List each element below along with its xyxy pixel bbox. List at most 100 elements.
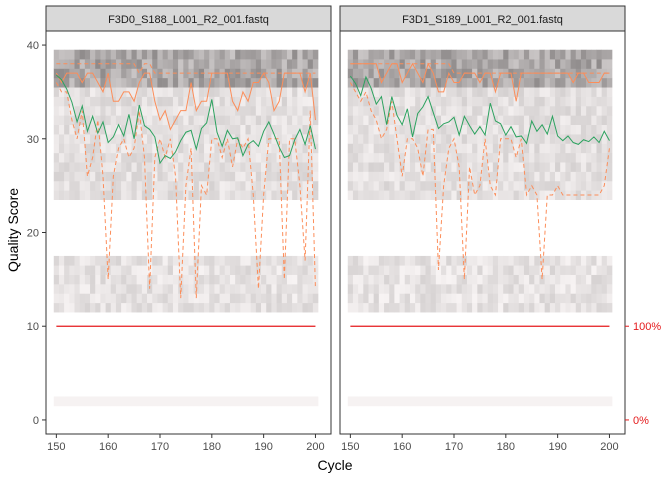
heat-cell [534, 274, 540, 285]
heat-cell [276, 77, 283, 88]
heat-cell [425, 302, 431, 313]
heat-cell [363, 152, 369, 163]
heat-cell [307, 162, 314, 172]
heat-cell [69, 171, 75, 182]
heat-cell [425, 396, 431, 407]
heat-cell [503, 49, 509, 60]
heat-cell [368, 143, 374, 154]
heat-cell [565, 87, 571, 97]
heat-cell [472, 115, 478, 126]
heat-cell [307, 77, 314, 88]
heat-cell [352, 96, 359, 107]
heat-cell [172, 190, 179, 200]
heat-cell [399, 274, 406, 285]
heat-cell [74, 284, 80, 294]
heat-cell [591, 49, 597, 60]
heat-cell [435, 134, 442, 144]
heat-cell [534, 49, 540, 60]
heat-cell [415, 274, 421, 285]
heat-cell [352, 68, 359, 79]
heat-cell [115, 115, 122, 126]
heat-cell [586, 143, 592, 154]
heat-cell [477, 105, 483, 116]
quality-heatmap [53, 49, 319, 407]
heat-cell [358, 265, 364, 275]
heat-cell [534, 77, 540, 88]
heat-cell [399, 180, 406, 191]
heat-cell [575, 105, 582, 116]
heat-cell [157, 143, 163, 154]
panel-strip-label: F3D1_S189_L001_R2_001.fastq [402, 14, 563, 26]
heat-cell [347, 49, 354, 60]
heat-cell [461, 162, 468, 172]
heat-cell [297, 265, 303, 275]
heat-cell [586, 124, 592, 135]
heat-cell [492, 59, 499, 69]
heat-cell [302, 105, 308, 116]
heat-cell [446, 396, 452, 407]
heat-cell [435, 190, 442, 200]
heat-cell [498, 396, 504, 407]
heat-cell [64, 255, 70, 266]
heat-cell [549, 87, 556, 97]
heat-cell [147, 265, 153, 275]
heat-cell [302, 302, 308, 313]
heat-cell [399, 293, 406, 304]
heat-cell [110, 284, 117, 294]
heat-cell [451, 143, 457, 154]
heat-cell [575, 115, 582, 126]
heat-cell [307, 59, 314, 69]
heat-cell [441, 162, 447, 172]
heat-cell [601, 115, 608, 126]
heat-cell [601, 124, 608, 135]
y-tick-label: 30 [27, 134, 39, 146]
heat-cell [378, 134, 385, 144]
heat-cell [235, 143, 241, 154]
heat-cell [575, 59, 582, 69]
heat-cell [591, 134, 597, 144]
heat-cell [157, 87, 163, 97]
heat-cell [529, 265, 535, 275]
heat-cell [549, 134, 556, 144]
heat-cell [235, 77, 241, 88]
heat-cell [378, 152, 385, 163]
heat-cell [591, 115, 597, 126]
heat-cell [368, 255, 374, 266]
heat-cell [281, 115, 288, 126]
heat-cell [435, 105, 442, 116]
heat-cell [394, 293, 400, 304]
heat-cell [276, 152, 283, 163]
heat-cell [482, 255, 488, 266]
heat-cell [503, 302, 509, 313]
heat-cell [224, 59, 231, 69]
heat-cell [503, 162, 509, 172]
heat-cell [255, 302, 262, 313]
heat-cell [399, 115, 406, 126]
heat-cell [498, 255, 504, 266]
heat-cell [193, 255, 200, 266]
heat-cell [492, 396, 499, 407]
heat-cell [193, 190, 200, 200]
heat-cell [373, 115, 380, 126]
heat-cell [245, 274, 251, 285]
heat-cell [456, 124, 463, 135]
heat-cell [508, 274, 514, 285]
heat-cell [261, 255, 267, 266]
heat-cell [466, 396, 473, 407]
heat-cell [121, 171, 127, 182]
heat-cell [297, 49, 303, 60]
heat-cell [529, 59, 535, 69]
heat-cell [363, 302, 369, 313]
heat-cell [100, 59, 106, 69]
heat-cell [492, 105, 499, 116]
heat-cell [508, 162, 514, 172]
heat-cell [53, 96, 60, 107]
heat-cell [596, 302, 602, 313]
heat-cell [451, 265, 457, 275]
heat-cell [115, 293, 122, 304]
heat-cell [461, 77, 468, 88]
heat-cell [198, 162, 205, 172]
heat-cell [580, 302, 587, 313]
heat-cell [297, 87, 303, 97]
heat-cell [565, 143, 571, 154]
